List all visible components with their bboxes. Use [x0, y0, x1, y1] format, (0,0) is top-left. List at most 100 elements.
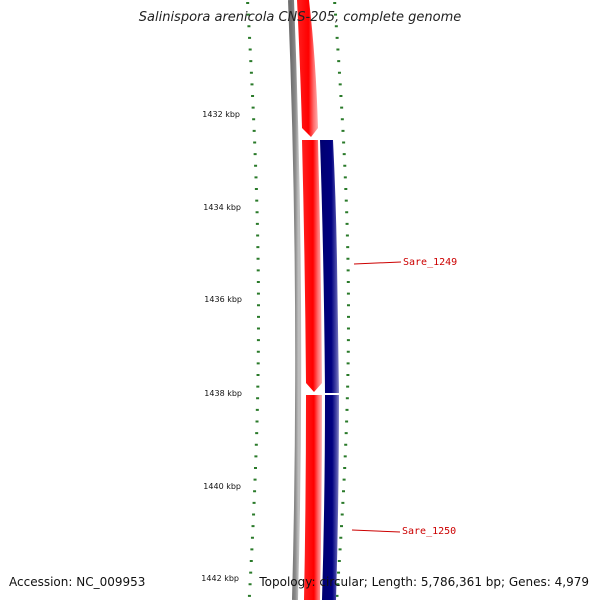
- tick-mark: [338, 548, 342, 551]
- tick-mark: [256, 350, 260, 353]
- tick-mark: [256, 292, 260, 295]
- tick-mark: [249, 560, 253, 562]
- tick-mark: [345, 397, 349, 400]
- tick-label: 1434 kbp: [203, 203, 241, 212]
- reverse-strand-features: [320, 140, 339, 600]
- tick-mark: [336, 48, 340, 51]
- ruler-tick-labels: 1432 kbp 1434 kbp 1436 kbp 1438 kbp 1440…: [201, 110, 242, 583]
- tick-mark: [248, 48, 252, 51]
- tick-mark: [346, 327, 350, 330]
- tick-mark: [247, 594, 251, 597]
- tick-label: 1442 kbp: [201, 574, 239, 583]
- tick-mark: [337, 560, 341, 562]
- tick-mark: [344, 199, 348, 202]
- tick-mark: [346, 281, 350, 283]
- genome-backbone: [288, 0, 302, 600]
- tick-mark: [346, 304, 350, 307]
- tick-mark: [256, 246, 260, 249]
- tick-mark: [346, 246, 350, 249]
- tick-mark: [335, 36, 339, 39]
- tick-mark: [255, 432, 259, 435]
- tick-mark: [254, 455, 258, 458]
- reverse-gene-feature: [320, 140, 339, 393]
- tick-mark: [249, 60, 253, 63]
- tick-mark: [343, 467, 347, 469]
- tick-mark: [346, 362, 350, 365]
- tick-mark: [345, 222, 349, 225]
- tick-mark: [334, 13, 338, 16]
- tick-mark: [246, 13, 250, 16]
- accession-text: Accession: NC_009953: [9, 575, 146, 589]
- tick-mark: [256, 374, 260, 376]
- tick-mark: [248, 36, 252, 39]
- tick-mark: [256, 257, 260, 260]
- tick-mark: [256, 327, 260, 330]
- tick-mark: [340, 106, 344, 109]
- tick-mark: [250, 536, 254, 539]
- tick-mark: [345, 408, 349, 411]
- tick-mark: [338, 83, 342, 86]
- tick-mark: [346, 257, 350, 260]
- tick-mark: [346, 374, 350, 376]
- tick-label: 1432 kbp: [202, 110, 240, 119]
- tick-mark: [337, 71, 341, 74]
- tick-mark: [345, 211, 349, 214]
- tick-mark: [343, 164, 347, 167]
- tick-mark: [255, 408, 259, 411]
- tick-mark: [253, 153, 257, 156]
- tick-mark: [252, 118, 256, 121]
- inner-tick-marks: [246, 2, 260, 597]
- tick-mark: [256, 362, 260, 365]
- tick-mark: [251, 95, 255, 97]
- tick-mark: [254, 176, 258, 179]
- tick-mark: [256, 385, 260, 388]
- tick-mark: [256, 269, 260, 272]
- forward-gene-feature: [297, 0, 318, 137]
- tick-mark: [254, 164, 258, 167]
- tick-mark: [340, 513, 344, 516]
- tick-mark: [250, 548, 254, 551]
- tick-mark: [250, 83, 254, 86]
- tick-mark: [253, 467, 257, 469]
- tick-mark: [251, 106, 255, 109]
- tick-mark: [247, 25, 251, 28]
- forward-strand-features: [297, 0, 322, 600]
- tick-mark: [255, 199, 259, 202]
- tick-mark: [255, 420, 259, 423]
- forward-gene-feature: [304, 395, 322, 600]
- tick-mark: [346, 385, 350, 388]
- outer-tick-marks: [333, 2, 350, 597]
- tick-mark: [346, 315, 350, 318]
- gene-labels: Sare_1249 Sare_1250: [351, 257, 457, 537]
- tick-mark: [256, 234, 260, 237]
- tick-label: 1440 kbp: [203, 482, 241, 491]
- tick-mark: [255, 211, 259, 214]
- tick-mark: [340, 525, 344, 528]
- tick-mark: [256, 281, 260, 283]
- tick-mark: [337, 60, 341, 63]
- tick-mark: [254, 443, 258, 446]
- tick-mark: [345, 420, 349, 423]
- tick-mark: [343, 455, 347, 458]
- tick-mark: [248, 583, 252, 586]
- tick-mark: [252, 513, 256, 516]
- tick-mark: [341, 129, 345, 132]
- genome-title: Salinispora arenicola CNS-205, complete …: [138, 10, 462, 25]
- gene-leader-line: [351, 529, 401, 533]
- tick-mark: [342, 141, 346, 144]
- tick-mark: [339, 536, 343, 539]
- tick-mark: [339, 95, 343, 97]
- tick-mark: [337, 571, 341, 574]
- tick-mark: [346, 339, 350, 342]
- tick-mark: [340, 118, 344, 121]
- tick-mark: [333, 2, 337, 4]
- tick-mark: [336, 583, 340, 586]
- tick-mark: [344, 188, 348, 190]
- tick-mark: [249, 571, 253, 574]
- tick-mark: [249, 71, 253, 74]
- tick-mark: [344, 443, 348, 446]
- tick-mark: [344, 432, 348, 435]
- topology-info-text: Topology: circular; Length: 5,786,361 bp…: [259, 575, 589, 589]
- forward-gene-feature: [302, 140, 322, 392]
